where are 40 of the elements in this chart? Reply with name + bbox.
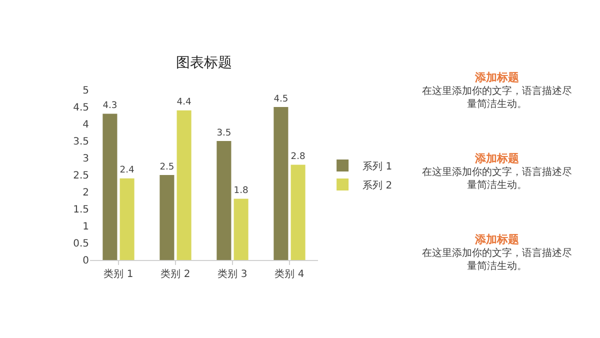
text: 添加标题 [474, 232, 520, 247]
data-label: 3.5 [216, 128, 232, 138]
data-label: 4.4 [176, 98, 192, 108]
bar [160, 175, 174, 260]
text: 添加标题 [474, 151, 520, 166]
x-tick-label: 类别 4 [274, 268, 304, 280]
data-label: 2.5 [160, 162, 174, 172]
y-tick-label: 3.5 [73, 136, 89, 148]
bar [176, 110, 192, 260]
y-tick-label: 1.5 [73, 204, 89, 216]
bar [216, 141, 232, 260]
y-tick-label: 1 [82, 222, 89, 232]
x-tick-label: 类别 2 [160, 268, 190, 280]
text: 在这里添加你的文字，语言描述尽量简洁生动。 [422, 85, 572, 111]
y-tick-label: 4 [82, 120, 89, 130]
y-tick-label: 2.5 [73, 170, 89, 182]
y-tick-label: 2 [82, 188, 89, 198]
text: 在这里添加你的文字，语言描述尽量简洁生动。 [422, 166, 572, 192]
y-tick-label: 4.5 [73, 102, 89, 114]
data-label: 2.8 [290, 152, 306, 162]
bar [290, 164, 306, 260]
y-tick-label: 0 [82, 256, 89, 266]
data-label: 4.5 [274, 94, 288, 104]
x-tick-label: 类别 1 [104, 268, 134, 280]
chart-title: 图表标题 [176, 55, 232, 71]
bar [102, 114, 118, 260]
bar [120, 178, 134, 260]
data-label: 1.8 [234, 186, 248, 196]
bar [274, 107, 288, 260]
y-tick-label: 0.5 [73, 238, 89, 250]
data-label: 2.4 [120, 166, 134, 176]
data-label: 4.3 [102, 101, 118, 112]
x-tick-label: 类别 3 [218, 268, 248, 280]
text: 添加标题 [474, 70, 520, 85]
text: 在这里添加你的文字，语言描述尽量简洁生动。 [422, 247, 572, 273]
y-tick-label: 5 [82, 86, 89, 96]
bar [234, 198, 248, 260]
legend-label: 系列 1 [362, 160, 392, 172]
y-tick-label: 3 [82, 154, 89, 164]
legend-label: 系列 2 [362, 179, 392, 192]
